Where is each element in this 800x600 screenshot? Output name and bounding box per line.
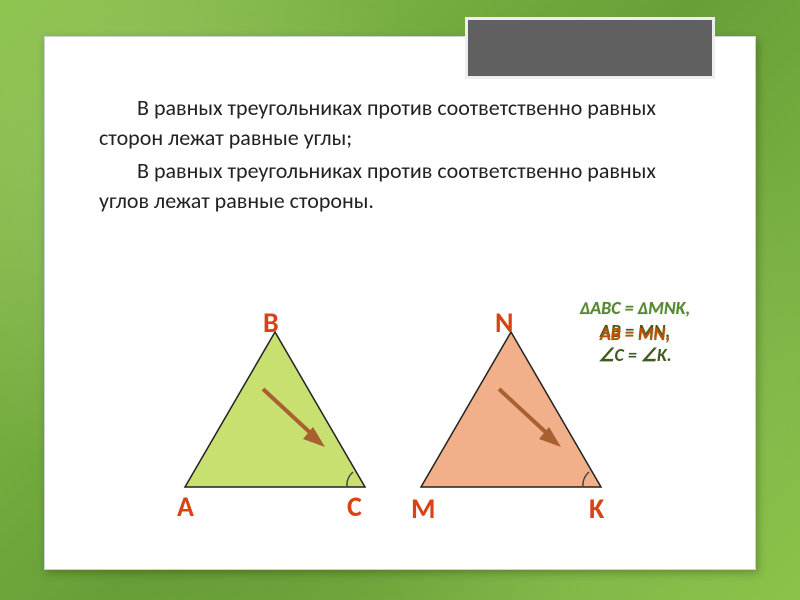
label-M: M [411, 491, 435, 526]
label-B: B [263, 305, 279, 340]
paragraph-2: В равных треугольниках против соответств… [99, 156, 659, 215]
triangle-left [175, 317, 375, 507]
paragraph-1: В равных треугольниках против соответств… [99, 93, 659, 152]
figure-area: B A C N M K [115, 317, 695, 567]
label-A: A [177, 489, 194, 524]
label-N: N [495, 305, 513, 340]
triangle-right-shape [421, 332, 601, 487]
slide-card: В равных треугольниках против соответств… [44, 36, 756, 570]
label-K: K [589, 491, 604, 526]
triangle-left-shape [185, 332, 365, 487]
accent-bar [465, 17, 715, 79]
label-C: C [347, 489, 362, 524]
triangle-right [411, 317, 611, 507]
body-text: В равных треугольниках против соответств… [99, 93, 659, 220]
